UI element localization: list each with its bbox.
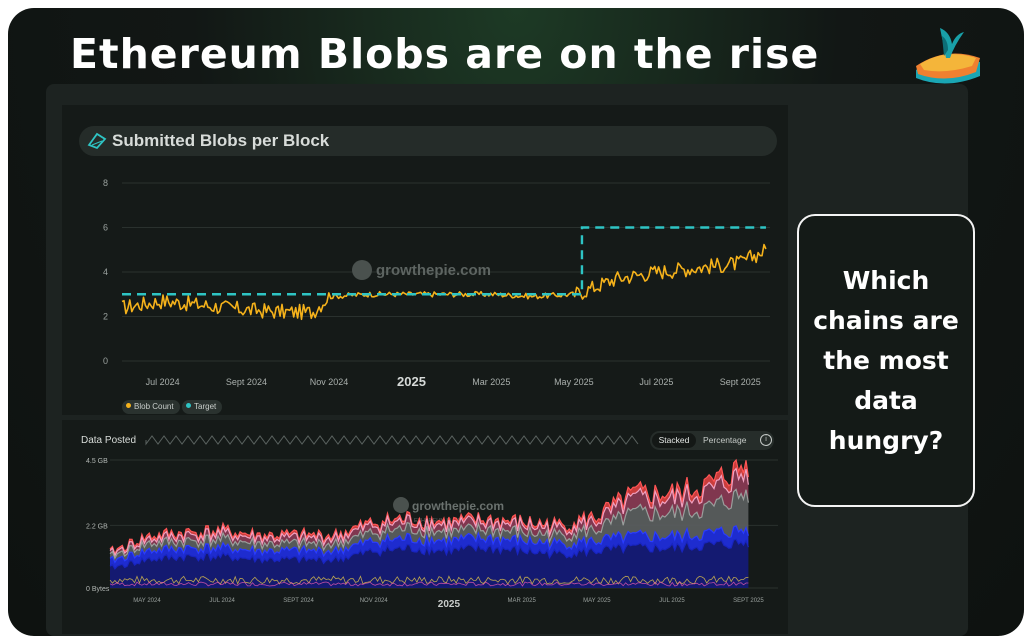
question-callout: Which chains are the most data hungry?: [797, 214, 975, 507]
info-icon[interactable]: i: [760, 434, 772, 446]
x-tick-label: Jul 2025: [639, 377, 673, 387]
y-tick-label: 2: [103, 312, 108, 322]
y-tick-label: 6: [103, 223, 108, 233]
x-tick-label: MAY 2024: [133, 598, 161, 604]
blob-icon: [87, 132, 107, 150]
watermark-text: growthepie.com: [376, 262, 491, 279]
watermark-text: growthepie.com: [412, 499, 504, 513]
y-tick-label: 4: [103, 267, 108, 277]
legend-target-label: Target: [194, 402, 217, 411]
callout-text: Which chains are the most data hungry?: [813, 265, 959, 455]
x-tick-label: Nov 2024: [310, 377, 349, 387]
x-tick-label: JUL 2024: [209, 598, 235, 604]
x-tick-label: MAR 2025: [507, 598, 536, 604]
legend-target[interactable]: Target: [182, 400, 223, 414]
legend-blob-count[interactable]: Blob Count: [122, 400, 180, 414]
line-blue: [109, 524, 749, 564]
line-gray: [109, 488, 749, 560]
x-tick-label: 2025: [397, 374, 426, 389]
x-tick-label: JUL 2025: [659, 598, 685, 604]
data-posted-title: Data Posted: [81, 435, 137, 446]
headline: Ethereum Blobs are on the rise: [70, 30, 820, 78]
area-gray: [110, 489, 749, 563]
legend-blob-count-label: Blob Count: [134, 402, 174, 411]
stacked-option[interactable]: Stacked: [652, 433, 696, 448]
x-tick-label: Mar 2025: [472, 377, 510, 387]
blobs-chart-panel: [62, 105, 788, 415]
x-tick-label: MAY 2025: [583, 598, 611, 604]
blob-count-dot: [126, 403, 131, 409]
y-tick-label: 4.5 GB: [86, 458, 108, 465]
y-tick-label: 0: [103, 356, 108, 366]
x-tick-label: May 2025: [554, 377, 594, 387]
watermark-pie-icon: [352, 260, 372, 280]
target-line: [122, 226, 766, 296]
chart-title: Submitted Blobs per Block: [112, 131, 330, 150]
minor-series-line: [109, 581, 749, 587]
x-tick-label: Jul 2024: [146, 377, 180, 387]
target-dot: [186, 403, 191, 409]
growthepie-logo: [916, 28, 980, 84]
x-tick-label: SEPT 2024: [283, 598, 314, 604]
line-navy: [109, 538, 749, 570]
x-tick-label: Sept 2024: [226, 377, 267, 387]
x-tick-label: NOV 2024: [360, 598, 389, 604]
x-tick-label: 2025: [438, 599, 461, 610]
y-tick-label: 8: [103, 178, 108, 188]
blob-count-line: [121, 243, 767, 321]
percentage-option[interactable]: Percentage: [703, 435, 747, 445]
x-tick-label: Sept 2025: [720, 377, 761, 387]
watermark-pie-icon: [393, 497, 409, 513]
y-tick-label: 0 Bytes: [86, 586, 110, 593]
y-tick-label: 2.2 GB: [86, 523, 108, 530]
x-tick-label: SEPT 2025: [733, 598, 764, 604]
chart-title-bar: [79, 126, 777, 156]
line-pink: [109, 467, 749, 557]
